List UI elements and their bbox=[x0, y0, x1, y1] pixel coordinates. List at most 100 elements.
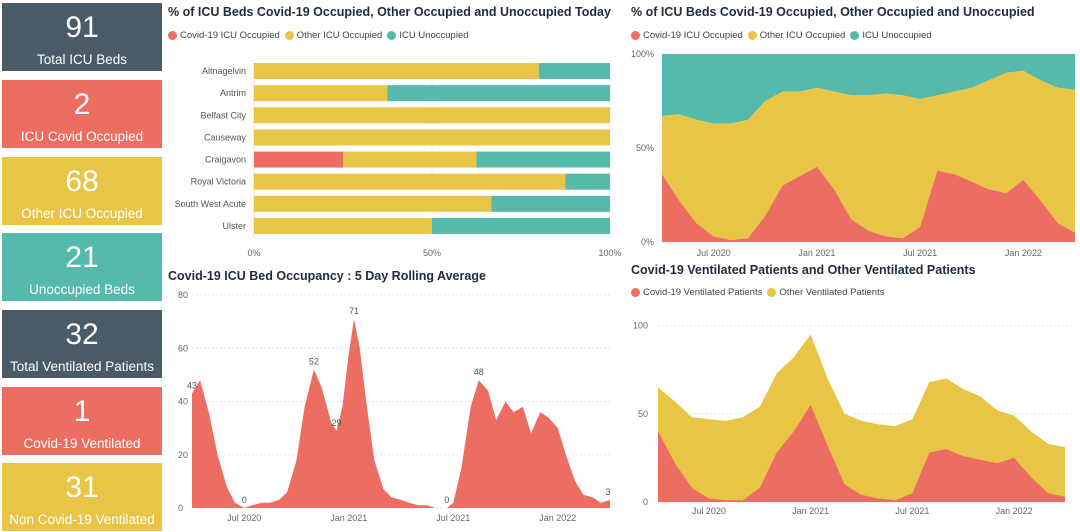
data-label: 48 bbox=[474, 367, 484, 377]
legend-label-unoccupied: ICU Unoccupied bbox=[399, 30, 469, 41]
category-label: South West Acute bbox=[175, 199, 246, 209]
bar-segment bbox=[254, 63, 539, 80]
legend-item-covid[interactable]: Covid-19 ICU Occupied bbox=[168, 30, 280, 41]
x-tick-label: 0% bbox=[247, 248, 260, 258]
data-label: 43 bbox=[187, 381, 197, 391]
kpi-value: 32 bbox=[65, 318, 99, 351]
kpi-value: 1 bbox=[73, 395, 91, 428]
category-label: Royal Victoria bbox=[191, 177, 246, 187]
vent-title: Covid-19 Ventilated Patients and Other V… bbox=[631, 263, 976, 277]
legend-label-covid: Covid-19 ICU Occupied bbox=[180, 30, 280, 41]
data-label: 29 bbox=[332, 418, 342, 428]
area-covid bbox=[662, 166, 1075, 242]
kpi-value: 2 bbox=[73, 88, 91, 121]
kpi-value: 68 bbox=[65, 165, 99, 198]
kpi-value: 91 bbox=[65, 11, 99, 44]
kpi-card[interactable]: 91 Total ICU Beds bbox=[2, 3, 162, 71]
x-tick-label: Jul 2021 bbox=[436, 513, 470, 523]
hbar-title: % of ICU Beds Covid-19 Occupied, Other O… bbox=[168, 5, 611, 19]
bar-segment bbox=[387, 85, 610, 102]
kpi-value: 21 bbox=[65, 241, 99, 274]
kpi-card[interactable]: 68 Other ICU Occupied bbox=[2, 157, 162, 225]
legend-label-other: Other ICU Occupied bbox=[296, 30, 383, 41]
x-tick-label: 100% bbox=[598, 248, 621, 258]
bar-segment bbox=[254, 85, 388, 102]
y-tick-label: 0 bbox=[178, 503, 183, 513]
bar-segment bbox=[254, 195, 492, 212]
legend-dot-covid bbox=[631, 31, 640, 40]
y-tick-label: 40 bbox=[178, 397, 188, 407]
area-unoccupied bbox=[662, 54, 1075, 124]
kpi-label: Total ICU Beds bbox=[36, 52, 128, 67]
y-tick-label: 50 bbox=[638, 409, 648, 419]
legend-item-other-ventilated[interactable]: Other Ventilated Patients bbox=[767, 287, 884, 298]
legend-label-covid-ventilated: Covid-19 Ventilated Patients bbox=[643, 287, 763, 298]
legend-item-covid[interactable]: Covid-19 ICU Occupied bbox=[631, 30, 743, 41]
data-label: 52 bbox=[309, 357, 319, 367]
x-tick-label: Jul 2021 bbox=[895, 506, 929, 516]
legend-item-other[interactable]: Other ICU Occupied bbox=[747, 30, 846, 41]
legend-item-covid-ventilated[interactable]: Covid-19 Ventilated Patients bbox=[631, 287, 762, 298]
category-label: Antrim bbox=[220, 88, 246, 98]
category-label: Altnagelvin bbox=[202, 66, 246, 76]
legend-label-other: Other ICU Occupied bbox=[759, 30, 846, 41]
area-covid-rolling bbox=[192, 319, 610, 508]
category-label: Ulster bbox=[222, 221, 246, 231]
legend-dot-covid-ventilated bbox=[631, 288, 640, 297]
x-tick-label: Jan 2022 bbox=[996, 506, 1033, 516]
x-tick-label: Jul 2020 bbox=[227, 513, 261, 523]
kpi-label: ICU Covid Occupied bbox=[20, 129, 144, 144]
x-tick-label: Jan 2021 bbox=[792, 506, 829, 516]
kpi-label: Non Covid-19 Ventilated bbox=[9, 512, 155, 527]
kpi-label: Total Ventilated Patients bbox=[9, 359, 155, 374]
vent-legend: Covid-19 Ventilated Patients Other Venti… bbox=[631, 287, 889, 298]
bar-segment bbox=[538, 63, 610, 80]
data-label: 71 bbox=[349, 306, 359, 316]
kpi-card[interactable]: 2 ICU Covid Occupied bbox=[2, 80, 162, 148]
category-label: Belfast City bbox=[200, 110, 246, 120]
bar-segment bbox=[254, 173, 566, 190]
y-tick-label: 60 bbox=[178, 343, 188, 353]
kpi-label: Other ICU Occupied bbox=[21, 206, 143, 221]
kpi-card[interactable]: 31 Non Covid-19 Ventilated bbox=[2, 463, 162, 531]
y-tick-label: 100% bbox=[631, 49, 654, 59]
kpi-label: Covid-19 Ventilated bbox=[23, 436, 141, 451]
kpi-card[interactable]: 21 Unoccupied Beds bbox=[2, 233, 162, 301]
hbar-legend: Covid-19 ICU Occupied Other ICU Occupied… bbox=[168, 30, 474, 41]
rolling-title: Covid-19 ICU Bed Occupancy : 5 Day Rolli… bbox=[168, 269, 486, 283]
legend-item-unoccupied[interactable]: ICU Unoccupied bbox=[387, 30, 469, 41]
legend-item-other[interactable]: Other ICU Occupied bbox=[284, 30, 383, 41]
x-tick-label: 50% bbox=[423, 248, 441, 258]
bar-segment bbox=[254, 217, 432, 234]
data-label: 3 bbox=[605, 487, 610, 497]
y-tick-label: 0% bbox=[641, 237, 654, 247]
legend-label-unoccupied: ICU Unoccupied bbox=[862, 30, 932, 41]
x-tick-label: Jan 2021 bbox=[330, 513, 367, 523]
kpi-card[interactable]: 1 Covid-19 Ventilated bbox=[2, 387, 162, 455]
y-tick-label: 80 bbox=[178, 290, 188, 300]
legend-dot-unoccupied bbox=[387, 31, 397, 40]
y-tick-label: 50% bbox=[636, 143, 654, 153]
legend-dot-unoccupied bbox=[850, 31, 860, 40]
bar-segment bbox=[254, 151, 343, 168]
legend-label-covid: Covid-19 ICU Occupied bbox=[643, 30, 743, 41]
area-covid-ventilated bbox=[658, 405, 1065, 502]
bar-segment bbox=[565, 173, 610, 190]
x-tick-label: Jan 2022 bbox=[539, 513, 576, 523]
bar-segment bbox=[254, 129, 610, 146]
legend-dot-other-ventilated bbox=[767, 288, 777, 297]
y-tick-label: 20 bbox=[178, 450, 188, 460]
legend-item-unoccupied[interactable]: ICU Unoccupied bbox=[850, 30, 932, 41]
kpi-card[interactable]: 32 Total Ventilated Patients bbox=[2, 310, 162, 378]
legend-label-other-ventilated: Other Ventilated Patients bbox=[779, 287, 885, 298]
y-tick-label: 100 bbox=[633, 321, 648, 331]
y-tick-label: 0 bbox=[643, 497, 648, 507]
x-tick-label: Jan 2021 bbox=[798, 248, 835, 258]
bar-segment bbox=[491, 195, 610, 212]
legend-dot-other bbox=[284, 31, 294, 40]
legend-dot-other bbox=[747, 31, 757, 40]
bar-segment bbox=[432, 217, 610, 234]
